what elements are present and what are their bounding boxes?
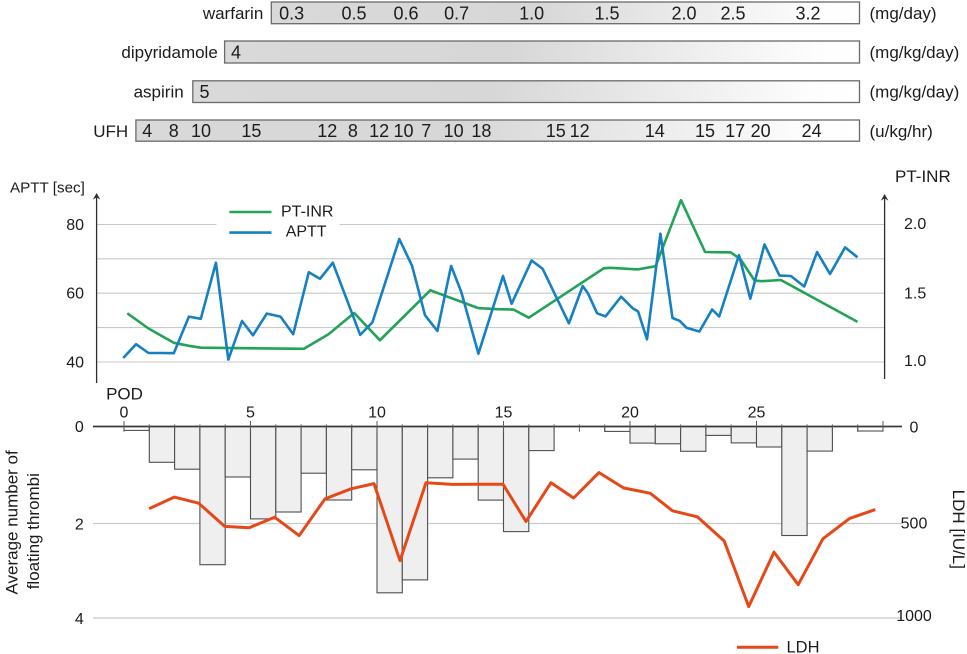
svg-text:0.5: 0.5 <box>341 4 366 24</box>
svg-text:18: 18 <box>471 121 491 141</box>
svg-text:2: 2 <box>75 517 84 534</box>
svg-text:1.5: 1.5 <box>594 4 619 24</box>
svg-text:PT-INR: PT-INR <box>281 204 333 221</box>
svg-text:4: 4 <box>231 43 241 63</box>
svg-text:PT-INR: PT-INR <box>895 167 951 186</box>
svg-text:POD: POD <box>106 385 143 404</box>
svg-text:LDH: LDH <box>787 639 820 654</box>
svg-text:20: 20 <box>621 405 639 422</box>
svg-text:(u/kg/hr): (u/kg/hr) <box>870 122 933 141</box>
svg-text:0.7: 0.7 <box>444 4 469 24</box>
svg-text:15: 15 <box>241 121 261 141</box>
svg-text:12: 12 <box>369 121 389 141</box>
svg-text:8: 8 <box>348 121 358 141</box>
svg-text:8: 8 <box>169 121 179 141</box>
svg-text:12: 12 <box>317 121 337 141</box>
svg-text:dipyridamole: dipyridamole <box>121 43 217 62</box>
svg-text:40: 40 <box>66 355 84 372</box>
svg-text:12: 12 <box>570 121 590 141</box>
svg-text:80: 80 <box>66 217 84 234</box>
svg-text:0.3: 0.3 <box>279 4 304 24</box>
svg-text:3.2: 3.2 <box>795 4 820 24</box>
svg-text:1.5: 1.5 <box>904 286 926 303</box>
svg-text:1.0: 1.0 <box>904 353 926 370</box>
svg-text:15: 15 <box>495 405 513 422</box>
svg-text:(mg/kg/day): (mg/kg/day) <box>870 83 960 102</box>
svg-text:15: 15 <box>546 121 566 141</box>
svg-text:7: 7 <box>421 121 431 141</box>
svg-text:Average number of: Average number of <box>2 450 21 595</box>
svg-text:0: 0 <box>910 420 919 437</box>
svg-text:aspirin: aspirin <box>134 83 184 102</box>
svg-text:warfarin: warfarin <box>202 4 263 23</box>
svg-text:APTT [sec]: APTT [sec] <box>10 179 85 196</box>
svg-text:500: 500 <box>901 516 928 533</box>
svg-text:UFH: UFH <box>93 122 128 141</box>
svg-text:floating thrombi: floating thrombi <box>24 473 43 589</box>
svg-text:4: 4 <box>75 611 84 628</box>
svg-text:14: 14 <box>645 121 665 141</box>
svg-text:2.5: 2.5 <box>720 4 745 24</box>
svg-text:(mg/kg/day): (mg/kg/day) <box>870 43 960 62</box>
svg-text:0.6: 0.6 <box>393 4 418 24</box>
svg-text:10: 10 <box>444 121 464 141</box>
svg-text:10: 10 <box>368 405 386 422</box>
svg-text:15: 15 <box>695 121 715 141</box>
svg-text:60: 60 <box>66 286 84 303</box>
svg-text:LDH [IU/L]: LDH [IU/L] <box>949 490 967 569</box>
svg-text:5: 5 <box>200 82 210 102</box>
svg-text:4: 4 <box>142 121 152 141</box>
svg-text:2.0: 2.0 <box>671 4 696 24</box>
svg-text:24: 24 <box>802 121 822 141</box>
svg-text:0: 0 <box>75 419 84 436</box>
svg-text:APTT: APTT <box>286 223 327 240</box>
svg-text:0: 0 <box>120 405 129 422</box>
svg-text:10: 10 <box>191 121 211 141</box>
svg-text:2.0: 2.0 <box>904 216 926 233</box>
svg-text:17: 17 <box>725 121 745 141</box>
svg-text:20: 20 <box>751 121 771 141</box>
svg-text:1.0: 1.0 <box>519 4 544 24</box>
svg-text:10: 10 <box>393 121 413 141</box>
svg-text:(mg/day): (mg/day) <box>870 4 937 23</box>
svg-text:5: 5 <box>246 405 255 422</box>
svg-text:25: 25 <box>748 405 766 422</box>
svg-text:1000: 1000 <box>896 608 932 625</box>
